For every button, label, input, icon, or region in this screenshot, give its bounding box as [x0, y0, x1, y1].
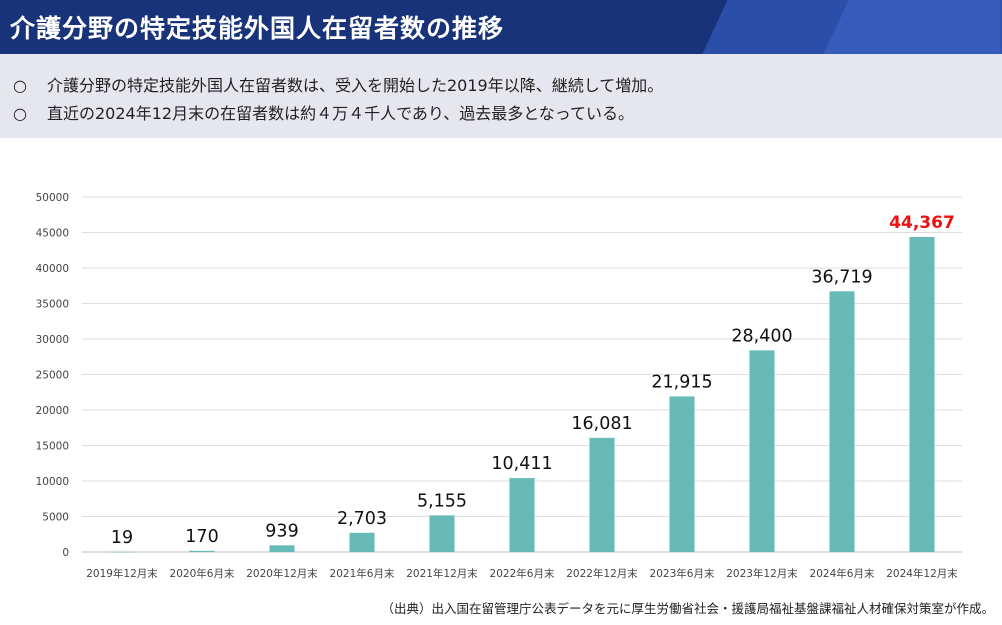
x-tick-label: 2020年12月末 [246, 567, 318, 580]
bar [349, 532, 375, 552]
y-tick-label: 10000 [36, 476, 69, 488]
y-tick-label: 0 [62, 547, 69, 559]
x-tick-label: 2021年12月末 [406, 567, 478, 580]
x-tick-label: 2023年12月末 [726, 567, 798, 580]
data-label: 36,719 [811, 267, 872, 287]
summary-text: 介護分野の特定技能外国人在留者数は、受入を開始した2019年以降、継続して増加。 [47, 76, 664, 95]
data-label: 28,400 [731, 326, 792, 346]
bar [109, 551, 135, 553]
y-tick-label: 45000 [36, 228, 69, 240]
x-tick-label: 2020年6月末 [170, 567, 235, 580]
summary-text: 直近の2024年12月末の在留者数は約４万４千人であり、過去最多となっている。 [47, 104, 634, 123]
data-label: 10,411 [491, 454, 552, 474]
x-tick-label: 2024年6月末 [810, 567, 875, 580]
bullet-mark: ○ [13, 76, 27, 95]
source-note: （出典）出入国在留管理庁公表データを元に厚生労働省社会・援護局福祉基盤課福祉人材… [381, 601, 994, 616]
x-tick-label: 2022年12月末 [566, 567, 638, 580]
data-label: 2,703 [337, 509, 387, 529]
data-label: 44,367 [889, 213, 955, 233]
y-tick-label: 50000 [36, 192, 69, 204]
bar [269, 545, 295, 552]
page-title: 介護分野の特定技能外国人在留者数の推移 [10, 14, 505, 43]
header-decoration [700, 0, 1002, 54]
y-tick-label: 5000 [42, 512, 69, 524]
bar [909, 236, 935, 552]
header-banner: 介護分野の特定技能外国人在留者数の推移 [0, 0, 1002, 54]
data-label: 939 [265, 521, 298, 541]
summary-bullet: ○ 介護分野の特定技能外国人在留者数は、受入を開始した2019年以降、継続して増加… [13, 72, 663, 96]
bar [589, 437, 615, 552]
bar-chart: 0 5000 10000 15000 20000 25000 30000 35000 40000… [36, 192, 962, 580]
summary-bullet: ○ 直近の2024年12月末の在留者数は約４万４千人であり、過去最多となっている。 [13, 100, 634, 124]
bar [749, 350, 775, 552]
y-tick-label: 25000 [36, 370, 69, 382]
x-tick-label: 2019年12月末 [86, 567, 158, 580]
bar [429, 515, 455, 552]
y-tick-label: 35000 [36, 299, 69, 311]
x-tick-label: 2024年12月末 [886, 567, 958, 580]
y-tick-label: 40000 [36, 263, 69, 275]
data-label: 170 [185, 527, 218, 547]
data-label: 5,155 [417, 491, 467, 511]
x-tick-label: 2022年6月末 [490, 567, 555, 580]
y-tick-label: 20000 [36, 405, 69, 417]
data-label: 21,915 [651, 372, 712, 392]
bar [829, 291, 855, 552]
bar [509, 478, 535, 552]
x-tick-label: 2023年6月末 [650, 567, 715, 580]
data-label: 16,081 [571, 414, 632, 434]
y-tick-label: 15000 [36, 441, 69, 453]
summary-box: ○ 介護分野の特定技能外国人在留者数は、受入を開始した2019年以降、継続して増加… [0, 54, 1002, 138]
y-tick-label: 30000 [36, 334, 69, 346]
bullet-mark: ○ [13, 104, 27, 123]
bar [189, 550, 215, 552]
bar [669, 396, 695, 552]
x-tick-label: 2021年6月末 [330, 567, 395, 580]
data-label: 19 [111, 528, 133, 548]
